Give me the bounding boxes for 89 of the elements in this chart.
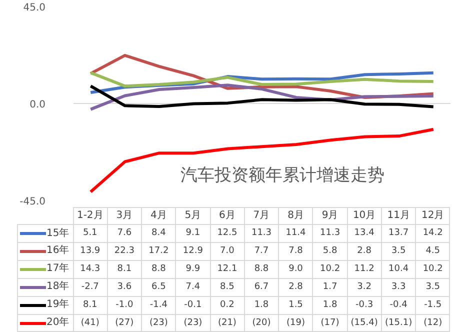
data-label: 6.7 [244, 278, 280, 297]
x-tick-label: 8月 [278, 206, 314, 226]
y-tick-label: 0.0 [30, 100, 46, 110]
data-label: -2.7 [72, 278, 108, 297]
data-label: 8.8 [141, 260, 176, 279]
data-label: 13.7 [380, 224, 416, 244]
legend-label: 17年 [46, 262, 70, 276]
x-tick-label: 10月 [346, 206, 382, 226]
line-series [89, 128, 435, 194]
x-tick-label: 7月 [244, 206, 280, 226]
data-label: 2.8 [278, 278, 314, 297]
data-label: 1.7 [312, 278, 348, 297]
data-label: 8.8 [244, 260, 280, 279]
data-label: -0.1 [175, 296, 211, 315]
x-tick-label: 3月 [106, 206, 142, 226]
data-label: -1.0 [106, 296, 142, 315]
data-label: 11.2 [346, 260, 382, 279]
data-label: 12.5 [210, 224, 245, 244]
legend-label: 20年 [46, 316, 70, 330]
data-label: 17.2 [141, 242, 176, 262]
data-label: 13.9 [72, 242, 108, 262]
x-tick-label: 9月 [312, 206, 348, 226]
data-label: (21) [210, 314, 245, 332]
data-label: 0.2 [210, 296, 245, 315]
data-label: 11.3 [312, 224, 348, 244]
text: 汽车投资额年累计增速走势 [180, 165, 384, 186]
x-tick-label: 11月 [380, 206, 416, 226]
data-label: 5.1 [72, 224, 108, 244]
data-label: 7.4 [175, 278, 211, 297]
y-tick-label: -45.0 [20, 196, 46, 208]
data-label: 8.5 [210, 278, 245, 297]
data-label: (41) [72, 314, 108, 332]
data-label: 22.3 [106, 242, 142, 262]
data-label: (19) [278, 314, 314, 332]
data-label: (20) [244, 314, 280, 332]
x-tick-label: 4月 [141, 206, 176, 226]
data-label: 3.6 [106, 278, 142, 297]
data-label: 9.1 [175, 224, 211, 244]
data-label: 1.8 [312, 296, 348, 315]
data-label: 11.4 [278, 224, 314, 244]
data-label: 1.5 [278, 296, 314, 315]
data-label: 3.5 [415, 278, 450, 297]
data-label: 7.0 [210, 242, 245, 262]
data-label: 10.2 [312, 260, 348, 279]
data-label: 9.0 [278, 260, 314, 279]
data-label: 9.9 [175, 260, 211, 279]
legend-label: 15年 [46, 226, 70, 241]
data-label: 4.5 [415, 242, 450, 262]
data-label: -1.4 [141, 296, 176, 315]
data-label: (15.4) [346, 314, 382, 332]
data-label: 12.1 [210, 260, 245, 279]
data-label: 7.8 [278, 242, 314, 262]
data-label: 7.6 [106, 224, 142, 244]
data-label: (15.1) [380, 314, 416, 332]
data-label: (17) [312, 314, 348, 332]
x-tick-label: 6月 [210, 206, 245, 226]
data-label: -0.3 [346, 296, 382, 315]
data-label: -1.5 [415, 296, 450, 315]
y-tick-label: 45.0 [23, 2, 46, 14]
data-label: 8.4 [141, 224, 176, 244]
data-label: (23) [141, 314, 176, 332]
data-label: 3.5 [380, 242, 416, 262]
data-label: 14.2 [415, 224, 450, 244]
data-label: (27) [106, 314, 142, 332]
data-label: 7.7 [244, 242, 280, 262]
legend-label: 19年 [46, 298, 70, 312]
data-label: 3.3 [380, 278, 416, 297]
x-tick-label: 1-2月 [72, 206, 108, 226]
legend-label: 16年 [46, 244, 70, 258]
data-label: 8.1 [72, 296, 108, 315]
data-label: 12.9 [175, 242, 211, 262]
x-tick-label: 12月 [415, 206, 450, 226]
data-label: 1.8 [244, 296, 280, 315]
data-label: (12) [415, 314, 450, 332]
data-label: 14.3 [72, 260, 108, 279]
data-label: 8.1 [106, 260, 142, 279]
data-label: 10.4 [380, 260, 416, 279]
legend-label: 18年 [46, 280, 70, 294]
data-label: 6.5 [141, 278, 176, 297]
data-label: 10.2 [415, 260, 450, 279]
data-label: (23) [175, 314, 211, 332]
data-label: 11.3 [244, 224, 280, 244]
data-label: 13.4 [346, 224, 382, 244]
x-tick-label: 5月 [175, 206, 211, 226]
data-label: 3.2 [346, 278, 382, 297]
data-label: 5.8 [312, 242, 348, 262]
line-series [89, 71, 435, 88]
data-label: -0.4 [380, 296, 416, 315]
data-label: 2.8 [346, 242, 382, 262]
